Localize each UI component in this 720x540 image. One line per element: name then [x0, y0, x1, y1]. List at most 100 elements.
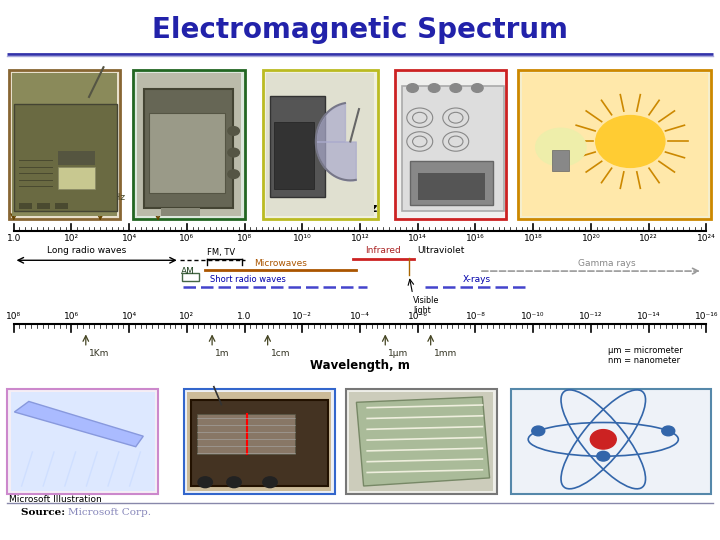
Circle shape	[228, 170, 239, 178]
Text: 10¹²: 10¹²	[351, 234, 369, 243]
Bar	[197, 414, 295, 454]
Polygon shape	[356, 397, 490, 486]
Text: μm = micrometer
nm = nanometer: μm = micrometer nm = nanometer	[608, 346, 683, 365]
Text: 1mm: 1mm	[433, 349, 456, 358]
Circle shape	[198, 477, 212, 488]
Bar	[184, 389, 335, 494]
Text: Microsoft Corp.: Microsoft Corp.	[68, 508, 151, 517]
Circle shape	[450, 84, 462, 92]
Bar	[144, 89, 233, 208]
Text: 10¹⁶: 10¹⁶	[466, 234, 485, 243]
Bar	[37, 202, 50, 209]
Bar	[266, 73, 374, 216]
Text: Visible
light: Visible light	[413, 296, 440, 315]
Text: 10¹⁸: 10¹⁸	[523, 234, 543, 243]
Bar	[398, 73, 503, 216]
Bar	[11, 392, 155, 491]
Text: 10⁴: 10⁴	[122, 234, 137, 243]
Text: Ultraviolet: Ultraviolet	[418, 246, 465, 255]
Text: Short radio waves: Short radio waves	[210, 275, 286, 284]
Text: 10⁻¹²: 10⁻¹²	[579, 312, 603, 321]
Bar	[410, 160, 493, 205]
Text: 10⁻⁴: 10⁻⁴	[350, 312, 370, 321]
Text: 1.0: 1.0	[6, 234, 21, 243]
Bar	[137, 73, 241, 216]
Bar	[133, 70, 245, 219]
Bar	[55, 202, 68, 209]
Bar	[402, 86, 505, 211]
Text: 10⁸: 10⁸	[6, 312, 22, 321]
Bar	[270, 96, 325, 197]
Text: 10²⁰: 10²⁰	[582, 234, 600, 243]
Bar	[395, 70, 506, 219]
Circle shape	[228, 127, 239, 136]
Bar	[9, 70, 120, 219]
Text: 1KHz: 1KHz	[103, 193, 126, 202]
Bar	[14, 104, 117, 211]
Text: Frequency, Hz: Frequency, Hz	[284, 202, 378, 215]
Text: Electromagnetic Spectrum: Electromagnetic Spectrum	[152, 16, 568, 44]
Text: 10⁶: 10⁶	[179, 234, 194, 243]
Circle shape	[428, 84, 440, 92]
Circle shape	[227, 477, 241, 488]
Bar	[274, 122, 314, 189]
Text: 10⁻¹⁰: 10⁻¹⁰	[521, 312, 545, 321]
Circle shape	[532, 426, 545, 436]
Bar	[58, 167, 95, 189]
Text: 1.0: 1.0	[238, 312, 252, 321]
Text: 10⁸: 10⁸	[237, 234, 252, 243]
Text: Long radio waves: Long radio waves	[47, 246, 126, 255]
Text: 10⁻⁸: 10⁻⁸	[466, 312, 485, 321]
Text: 1MHz: 1MHz	[161, 193, 186, 202]
Text: Source:: Source:	[21, 508, 68, 517]
Text: Wavelength, m: Wavelength, m	[310, 359, 410, 372]
Bar	[263, 70, 378, 219]
Circle shape	[595, 116, 665, 167]
Text: 10⁻⁶: 10⁻⁶	[408, 312, 428, 321]
Circle shape	[536, 128, 586, 166]
Text: 1m: 1m	[215, 349, 230, 358]
Bar	[418, 173, 485, 200]
Polygon shape	[14, 401, 143, 447]
Text: 1Km: 1Km	[89, 349, 109, 358]
Text: 1cm: 1cm	[271, 349, 290, 358]
Text: 10²: 10²	[64, 234, 79, 243]
Text: 1Hz: 1Hz	[17, 193, 34, 202]
Text: AM: AM	[181, 267, 195, 276]
Text: Gamma rays: Gamma rays	[578, 259, 636, 268]
Bar	[58, 151, 95, 165]
Text: Microwaves: Microwaves	[254, 259, 307, 268]
Bar	[552, 150, 570, 172]
Bar	[187, 392, 331, 491]
Text: 1μm: 1μm	[388, 349, 408, 358]
Circle shape	[407, 84, 418, 92]
Text: 10¹⁰: 10¹⁰	[293, 234, 312, 243]
Bar	[7, 389, 158, 494]
Circle shape	[662, 426, 675, 436]
Bar	[522, 73, 708, 216]
Text: 10²²: 10²²	[639, 234, 658, 243]
Text: FM, TV: FM, TV	[207, 248, 235, 257]
Text: 10⁻¹⁴: 10⁻¹⁴	[637, 312, 660, 321]
Circle shape	[228, 148, 239, 157]
Bar	[12, 73, 117, 216]
Text: Microsoft Illustration: Microsoft Illustration	[9, 495, 102, 504]
Text: Infrared: Infrared	[366, 246, 401, 255]
Bar	[181, 273, 199, 281]
Bar	[161, 208, 200, 216]
Circle shape	[472, 84, 483, 92]
Text: 10²⁴: 10²⁴	[697, 234, 716, 243]
Bar	[511, 389, 711, 494]
Text: 10¹⁴: 10¹⁴	[408, 234, 427, 243]
Bar	[349, 392, 493, 491]
Text: 10⁴: 10⁴	[122, 312, 137, 321]
Text: 10⁻²: 10⁻²	[292, 312, 312, 321]
Text: X-rays: X-rays	[463, 275, 491, 284]
Text: 10²: 10²	[179, 312, 194, 321]
Text: 10⁻¹⁶: 10⁻¹⁶	[695, 312, 718, 321]
Bar	[515, 392, 708, 491]
Text: 10⁶: 10⁶	[64, 312, 79, 321]
Circle shape	[263, 477, 277, 488]
Bar	[19, 202, 32, 209]
Bar	[191, 400, 328, 486]
